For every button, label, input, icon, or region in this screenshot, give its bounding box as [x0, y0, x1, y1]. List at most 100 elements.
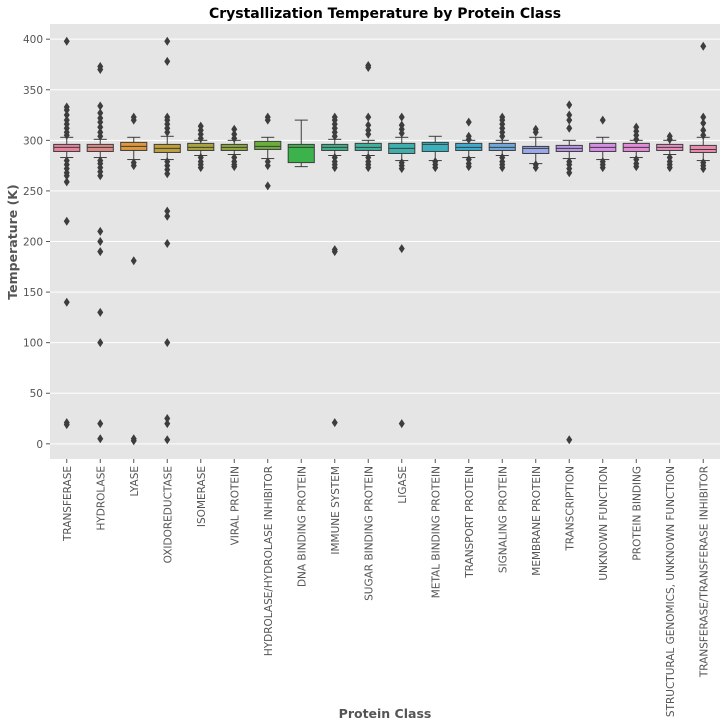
outlier-point [398, 112, 405, 122]
x-tick-label: TRANSFERASE/TRANSFERASE INHIBITOR [698, 466, 710, 678]
outlier-point [666, 134, 673, 144]
outlier-point [97, 65, 104, 75]
y-tick-label: 50 [30, 388, 43, 400]
outlier-point [164, 435, 171, 445]
outlier-point [130, 161, 137, 171]
outlier-point [599, 163, 606, 173]
outlier-point [97, 171, 104, 181]
x-tick-label: LIGASE [397, 466, 409, 504]
outlier-point [700, 130, 707, 140]
outlier-point [566, 115, 573, 125]
y-tick-label: 100 [23, 338, 43, 350]
outlier-point [97, 247, 104, 257]
outlier-point [130, 256, 137, 266]
outlier-point [97, 117, 104, 127]
outlier-point [700, 41, 707, 51]
x-tick-label: VIRAL PROTEIN [229, 466, 241, 545]
y-axis-ticks: 0 50 100 150 200 250 300 350 400 [23, 34, 50, 451]
outlier-point [465, 162, 472, 172]
box [53, 143, 81, 152]
box [488, 142, 516, 151]
outlier-point [164, 56, 171, 66]
x-tick-label: STRUCTURAL GENOMICS, UNKNOWN FUNCTION [665, 466, 677, 717]
outlier-point [231, 133, 238, 143]
chart-title: Crystallization Temperature by Protein C… [209, 6, 561, 22]
box-group [421, 135, 449, 173]
outlier-point [164, 127, 171, 137]
outlier-point [97, 307, 104, 317]
outlier-point [197, 133, 204, 143]
box-group [120, 112, 148, 446]
box-group [220, 124, 248, 172]
y-tick-label: 0 [36, 439, 43, 451]
outlier-point [264, 181, 271, 191]
outlier-point [164, 239, 171, 249]
outlier-point [97, 338, 104, 348]
x-tick-label: MEMBRANE PROTEIN [531, 466, 543, 576]
outlier-point [566, 100, 573, 110]
x-tick-label: UNKNOWN FUNCTION [598, 466, 610, 581]
box-group [53, 36, 81, 430]
x-tick-label: IMMUNE SYSTEM [330, 466, 342, 555]
x-tick-label: TRANSPORT PROTEIN [464, 466, 476, 579]
outlier-point [365, 112, 372, 122]
outlier-point [97, 108, 104, 118]
box [187, 142, 215, 151]
x-tick-label: PROTEIN BINDING [631, 466, 643, 561]
outlier-point [164, 211, 171, 221]
outlier-point [566, 123, 573, 133]
x-tick-label: ISOMERASE [196, 466, 208, 527]
outlier-point [63, 36, 70, 46]
y-tick-label: 150 [23, 287, 43, 299]
outlier-point [365, 163, 372, 173]
outlier-point [130, 436, 137, 446]
outlier-point [432, 163, 439, 173]
outlier-point [164, 36, 171, 46]
outlier-point [231, 162, 238, 172]
outlier-point [97, 122, 104, 132]
x-tick-label: SIGNALING PROTEIN [497, 466, 509, 573]
outlier-point [164, 206, 171, 216]
outlier-point [63, 171, 70, 181]
outlier-point [566, 110, 573, 120]
box-group [86, 61, 114, 444]
outlier-point [97, 419, 104, 429]
y-axis-label: Temperature (K) [5, 184, 20, 299]
box-group [522, 124, 550, 173]
outlier-point [499, 163, 506, 173]
outlier-point [164, 414, 171, 424]
outlier-point [700, 118, 707, 128]
x-axis-label: Protein Class [339, 706, 432, 721]
outlier-point [700, 164, 707, 174]
box-group [455, 117, 483, 172]
x-tick-label: HYDROLASE/HYDROLASE INHIBITOR [263, 466, 275, 656]
outlier-point [666, 163, 673, 173]
outlier-point [130, 115, 137, 125]
box [522, 145, 550, 154]
y-tick-label: 400 [23, 34, 43, 46]
outlier-point [365, 129, 372, 139]
outlier-point [700, 125, 707, 135]
box-group [153, 36, 181, 445]
outlier-point [63, 130, 70, 140]
outlier-point [599, 115, 606, 125]
outlier-point [97, 226, 104, 236]
outlier-point [97, 237, 104, 246]
outlier-point [499, 131, 506, 141]
outlier-point [63, 110, 70, 120]
outlier-point [97, 101, 104, 111]
outlier-point [63, 177, 70, 187]
outlier-point [365, 120, 372, 130]
x-tick-label: HYDROLASE [95, 466, 107, 531]
outlier-point [197, 163, 204, 173]
outlier-point [532, 127, 539, 137]
grid [50, 38, 720, 445]
outlier-point [331, 131, 338, 141]
outlier-point [331, 418, 338, 428]
outlier-point [97, 131, 104, 141]
box [86, 143, 114, 152]
outlier-point [231, 124, 238, 134]
outlier-point [164, 169, 171, 179]
box [254, 140, 282, 150]
outlier-point [97, 434, 104, 444]
